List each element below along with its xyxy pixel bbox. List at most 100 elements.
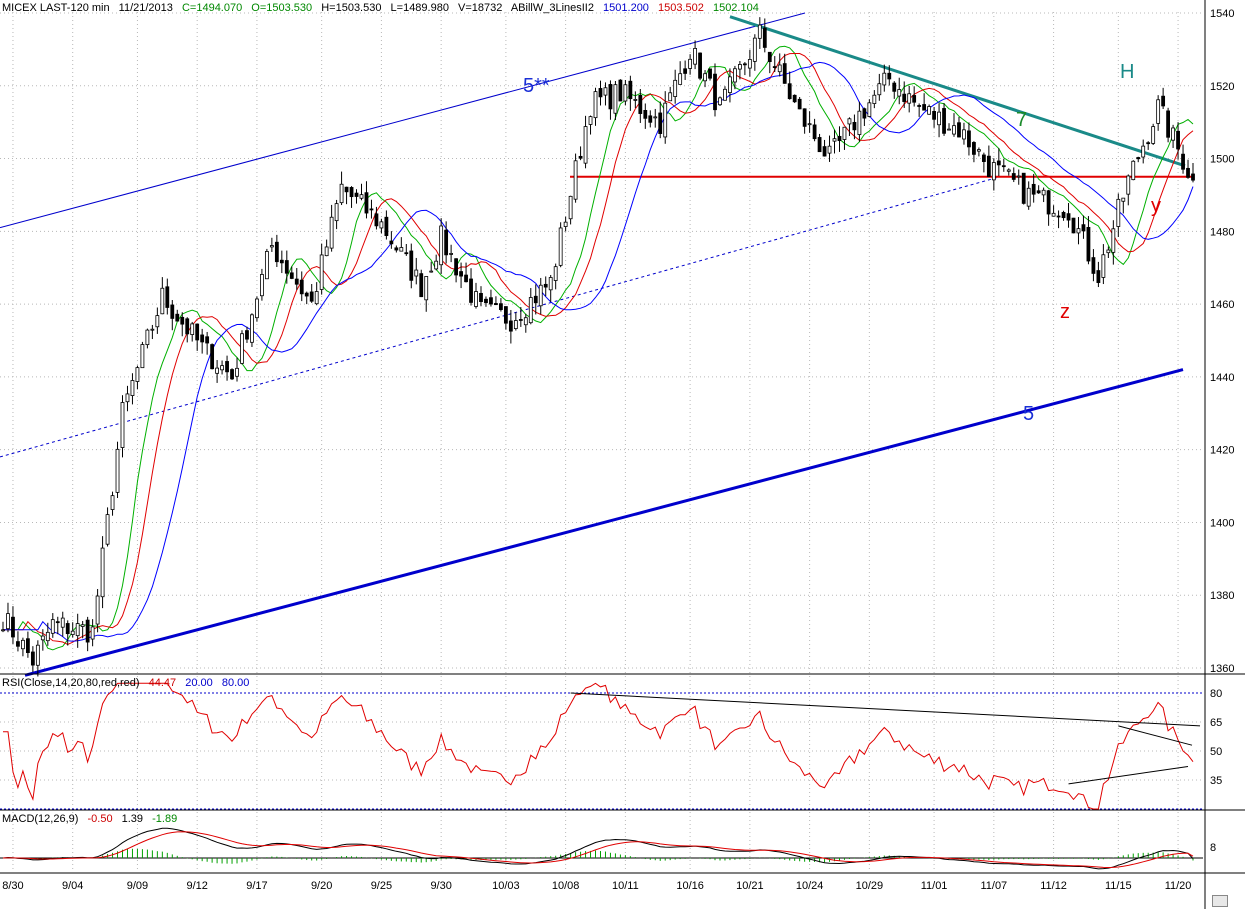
low-label: L=1489.980 [390, 2, 449, 14]
candle-body [807, 123, 812, 126]
candle-body [165, 286, 170, 308]
candle-body [812, 124, 817, 140]
y-tick-label: 1400 [1210, 517, 1234, 529]
candle-body [140, 344, 145, 369]
candle-body [827, 145, 832, 154]
candle-body [508, 320, 513, 332]
macd-signal-value: 1.39 [121, 813, 144, 825]
y-tick-label: 1380 [1210, 590, 1234, 602]
candle-body [115, 448, 120, 493]
candle-body [424, 276, 429, 301]
candle-body [414, 269, 419, 277]
candle-body [289, 272, 294, 279]
macd-signal-line [2, 831, 1194, 869]
candle-body [698, 52, 702, 79]
candle-body [967, 130, 971, 148]
candle-body [384, 216, 389, 236]
moving-averages [3, 45, 1194, 651]
candle-body [1076, 228, 1081, 234]
candle-body [1031, 183, 1036, 195]
candle-body [324, 246, 329, 257]
candle-body [1081, 224, 1086, 232]
candle-body [991, 162, 996, 181]
candle-body [937, 111, 941, 126]
trend-lines [0, 12, 1192, 677]
candle-body [319, 254, 324, 290]
y-tick-label: 1520 [1210, 81, 1234, 93]
candle-body [981, 154, 986, 162]
x-tick-label: 10/29 [856, 880, 884, 892]
candle-body [842, 126, 847, 140]
rsi-value: 44.47 [148, 677, 177, 689]
x-tick-label: 11/12 [1040, 880, 1067, 892]
candle-body [718, 97, 722, 106]
candle-body [762, 27, 767, 48]
candle-body [837, 135, 842, 142]
candle-body [1011, 173, 1016, 180]
x-tick-label: 8/30 [2, 880, 23, 892]
candle-body [1141, 145, 1146, 158]
candle-body [1056, 215, 1061, 218]
label-h: H [1120, 61, 1134, 83]
macd-pane [0, 827, 1203, 870]
rsi-label: RSI(Close,14,20,80,red,red) [2, 677, 140, 689]
candle-body [847, 118, 852, 125]
candle-body [180, 316, 185, 325]
candle-body [349, 187, 354, 198]
candle-body [588, 116, 593, 125]
candle-body [1136, 157, 1141, 160]
candle-body [787, 83, 792, 100]
indicator-blue-value: 1501.200 [603, 2, 649, 14]
y-tick-label: 1460 [1210, 299, 1234, 311]
candle-body [245, 330, 249, 340]
corner-button[interactable] [1212, 895, 1228, 907]
candle-body [1116, 198, 1121, 227]
candle-body [210, 344, 215, 370]
rsi-header: RSI(Close,14,20,80,red,red) 44.47 20.00 … [2, 677, 255, 690]
symbol-label: MICEX LAST-120 min [2, 2, 110, 14]
candle-body [389, 240, 394, 245]
candle-body [972, 142, 976, 155]
candle-body [379, 221, 384, 229]
channel-mid-line [0, 176, 1001, 458]
candle-body [792, 94, 797, 103]
candle-body [459, 271, 463, 277]
candle-body [195, 323, 200, 341]
candle-body [314, 291, 319, 305]
macd-label: MACD(12,26,9) [2, 813, 79, 825]
candle-body [135, 367, 140, 382]
indicator-red-value: 1503.502 [658, 2, 704, 14]
candle-body [469, 278, 473, 303]
candle-body [404, 252, 409, 255]
candle-body [354, 192, 359, 197]
candle-body [907, 93, 912, 104]
candle-body [877, 83, 882, 96]
candle-body [1151, 126, 1156, 144]
candle-body [220, 365, 224, 371]
candles [1, 17, 1195, 677]
candle-body [902, 93, 907, 102]
candle-body [120, 402, 125, 448]
ma-red-line [3, 53, 1194, 645]
candle-body [11, 616, 15, 638]
candle-body [752, 37, 757, 62]
candle-body [274, 241, 279, 263]
candle-body [464, 274, 468, 283]
candle-body [742, 63, 747, 66]
candle-body [1071, 217, 1076, 234]
candle-body [558, 227, 563, 266]
candle-body [962, 129, 966, 140]
candle-body [6, 613, 10, 630]
candle-body [503, 306, 508, 324]
x-tick-label: 10/11 [612, 880, 639, 892]
candle-body [160, 287, 165, 315]
x-tick-label: 9/09 [127, 880, 148, 892]
candle-body [1041, 189, 1046, 196]
candle-body [633, 99, 638, 101]
candle-body [1086, 227, 1091, 262]
candle-body [593, 91, 598, 119]
candle-body [80, 624, 85, 627]
candle-body [474, 291, 478, 307]
